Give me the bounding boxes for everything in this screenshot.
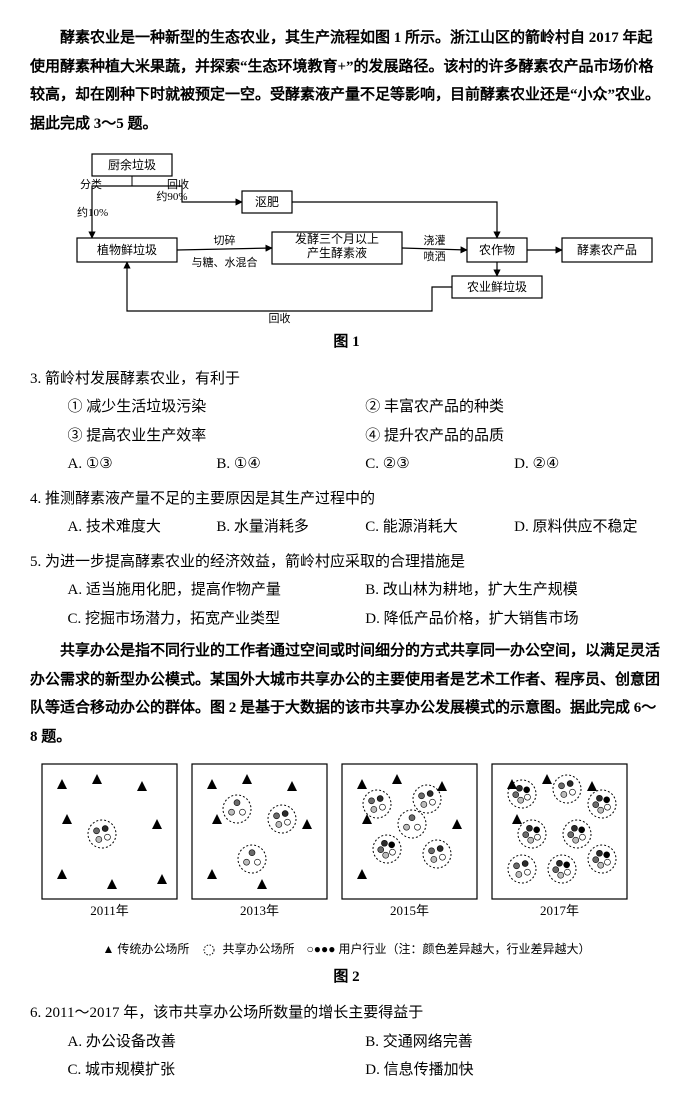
question-5: 5. 为进一步提高酵素农业的经济效益，箭岭村应采取的合理措施是 A. 适当施用化… bbox=[30, 548, 663, 634]
q3-choice-b: B. ①④ bbox=[216, 450, 365, 479]
q3-sub-1: ① 减少生活垃圾污染 bbox=[68, 393, 366, 422]
svg-text:分类: 分类 bbox=[80, 177, 102, 191]
q4-choice-d: D. 原料供应不稳定 bbox=[514, 513, 663, 542]
q6-choice-b: B. 交通网络完善 bbox=[365, 1028, 663, 1057]
q4-choice-b: B. 水量消耗多 bbox=[216, 513, 365, 542]
svg-text:浇灌: 浇灌 bbox=[423, 234, 445, 247]
svg-text:厨余垃圾: 厨余垃圾 bbox=[107, 157, 155, 172]
svg-text:农作物: 农作物 bbox=[478, 243, 514, 257]
legend-trad: ▲ 传统办公场所 bbox=[103, 942, 190, 956]
q5-stem: 5. 为进一步提高酵素农业的经济效益，箭岭村应采取的合理措施是 bbox=[30, 554, 465, 570]
question-6: 6. 2011～2017 年，该市共享办公场所数量的增长主要得益于 A. 办公设… bbox=[30, 999, 663, 1085]
q6-choice-a: A. 办公设备改善 bbox=[68, 1028, 366, 1057]
question-4: 4. 推测酵素液产量不足的主要原因是其生产过程中的 A. 技术难度大 B. 水量… bbox=[30, 485, 663, 542]
svg-text:切碎: 切碎 bbox=[213, 233, 235, 247]
figure-2-caption: 图 2 bbox=[30, 963, 663, 992]
svg-text:回收: 回收 bbox=[268, 311, 290, 325]
q3-choice-c: C. ②③ bbox=[365, 450, 514, 479]
q4-choice-a: A. 技术难度大 bbox=[68, 513, 217, 542]
svg-text:回收: 回收 bbox=[167, 177, 189, 191]
q4-stem: 4. 推测酵素液产量不足的主要原因是其生产过程中的 bbox=[30, 491, 375, 507]
svg-text:2013年: 2013年 bbox=[239, 903, 278, 918]
svg-text:植物鲜垃圾: 植物鲜垃圾 bbox=[96, 242, 156, 257]
svg-text:喷洒: 喷洒 bbox=[423, 250, 445, 263]
q3-sub-2: ② 丰富农产品的种类 bbox=[365, 393, 663, 422]
q3-choice-a: A. ①③ bbox=[68, 450, 217, 479]
svg-text:2015年: 2015年 bbox=[389, 903, 428, 918]
q5-choice-d: D. 降低产品价格，扩大销售市场 bbox=[365, 605, 663, 634]
passage-1: 酵素农业是一种新型的生态农业，其生产流程如图 1 所示。浙江山区的箭岭村自 20… bbox=[30, 24, 663, 138]
q5-choice-a: A. 适当施用化肥，提高作物产量 bbox=[68, 576, 366, 605]
legend-share: 共享办公场所 bbox=[222, 942, 294, 956]
q6-stem: 6. 2011～2017 年，该市共享办公场所数量的增长主要得益于 bbox=[30, 1005, 423, 1021]
question-3: 3. 箭岭村发展酵素农业，有利于 ① 减少生活垃圾污染 ② 丰富农产品的种类 ③… bbox=[30, 365, 663, 479]
passage-2: 共享办公是指不同行业的工作者通过空间或时间细分的方式共享同一办公空间，以满足灵活… bbox=[30, 637, 663, 751]
figure-2: 2011年 2013年 2015年 2017年 ▲ 传统办公场所 共享办公场所 ○●●… bbox=[30, 759, 663, 961]
svg-text:约10%: 约10% bbox=[77, 206, 108, 219]
svg-text:2017年: 2017年 bbox=[539, 903, 578, 918]
q5-choice-c: C. 挖掘市场潜力，拓宽产业类型 bbox=[68, 605, 366, 634]
legend-user: ○●●● 用户行业（注：颜色差异越大，行业差异越大） bbox=[306, 942, 590, 956]
svg-text:酵素农产品: 酵素农产品 bbox=[576, 243, 636, 257]
q4-choice-c: C. 能源消耗大 bbox=[365, 513, 514, 542]
q6-choice-c: C. 城市规模扩张 bbox=[68, 1056, 366, 1085]
figure-1: 厨余垃圾沤肥植物鲜垃圾发酵三个月以上产生酵素液农作物酵素农产品农业鲜垃圾分类回收… bbox=[30, 146, 663, 326]
q3-sub-4: ④ 提升农产品的品质 bbox=[365, 422, 663, 451]
svg-text:约90%: 约90% bbox=[156, 190, 187, 203]
q6-choice-d: D. 信息传播加快 bbox=[365, 1056, 663, 1085]
svg-text:产生酵素液: 产生酵素液 bbox=[306, 245, 366, 260]
svg-text:农业鲜垃圾: 农业鲜垃圾 bbox=[466, 279, 526, 294]
svg-text:与糖、水混合: 与糖、水混合 bbox=[191, 255, 257, 269]
figure-2-legend: ▲ 传统办公场所 共享办公场所 ○●●● 用户行业（注：颜色差异越大，行业差异越… bbox=[30, 938, 663, 961]
svg-text:2011年: 2011年 bbox=[90, 903, 129, 918]
figure-1-caption: 图 1 bbox=[30, 328, 663, 357]
q3-choice-d: D. ②④ bbox=[514, 450, 663, 479]
q3-sub-3: ③ 提高农业生产效率 bbox=[68, 422, 366, 451]
svg-text:发酵三个月以上: 发酵三个月以上 bbox=[294, 231, 378, 246]
q5-choice-b: B. 改山林为耕地，扩大生产规模 bbox=[365, 576, 663, 605]
svg-text:沤肥: 沤肥 bbox=[254, 195, 278, 209]
q3-stem: 3. 箭岭村发展酵素农业，有利于 bbox=[30, 371, 240, 387]
